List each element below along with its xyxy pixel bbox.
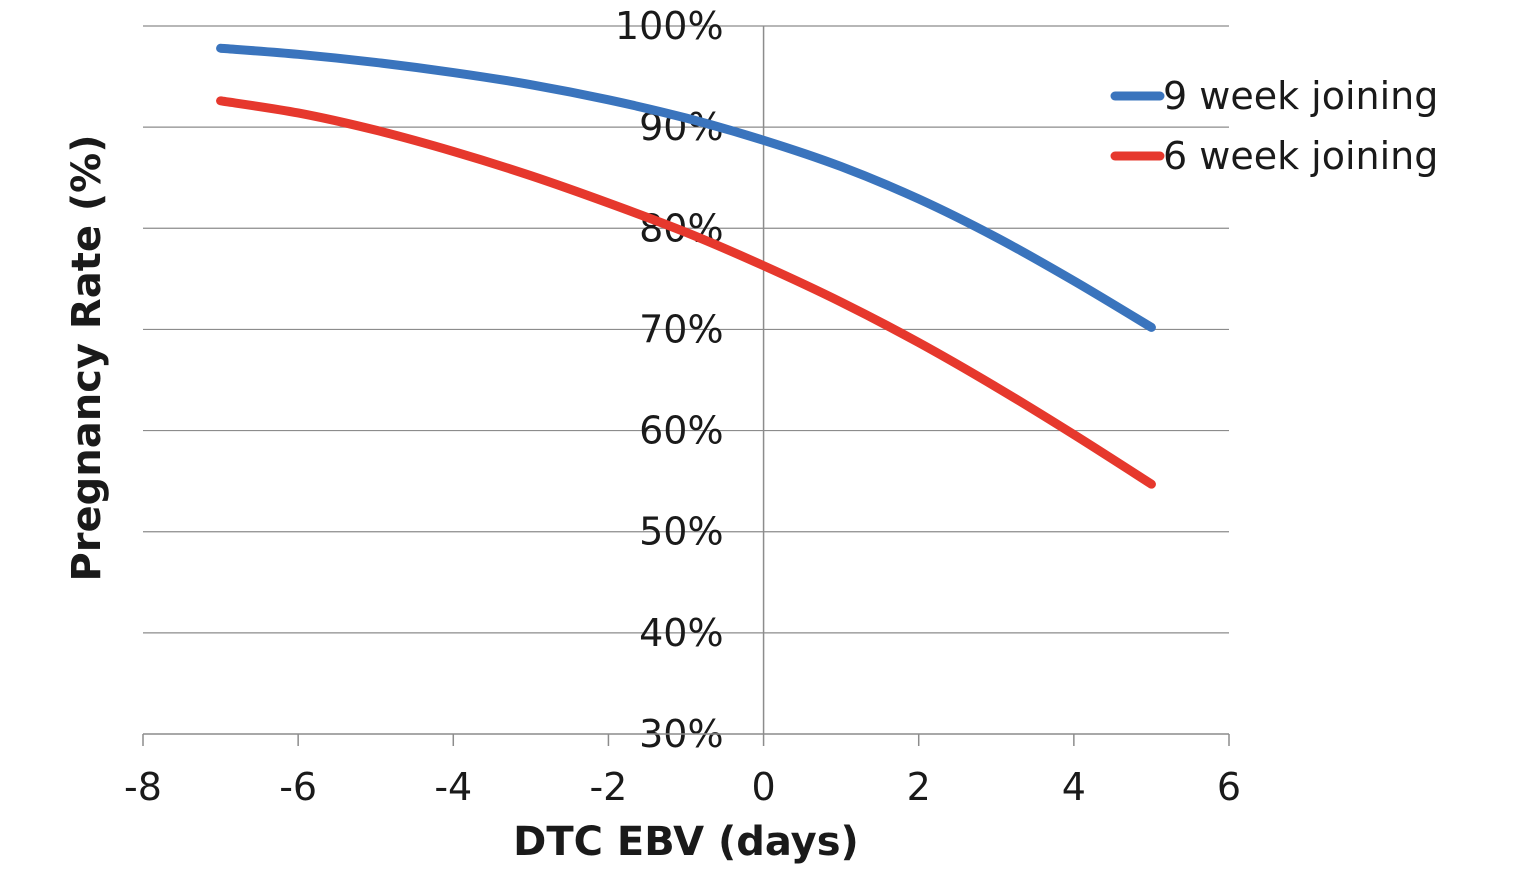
x-tick-label: -6: [279, 765, 317, 809]
x-tick-label: 6: [1217, 765, 1241, 809]
y-axis-title: Pregnancy Rate (%): [64, 134, 110, 581]
legend-label: 9 week joining: [1163, 74, 1438, 118]
legend: 9 week joining 6 week joining: [1110, 74, 1438, 178]
x-tick-label: 4: [1062, 765, 1086, 809]
x-tick-label: 2: [907, 765, 931, 809]
series-lines: [216, 43, 1156, 489]
axes: 30%40%50%60%70%80%90%100%-8 -6 -4 -2 0 2 4 6: [124, 4, 1241, 809]
x-tick-label: 0: [751, 765, 775, 809]
y-tick-label: 100%: [615, 4, 724, 48]
y-tick-label: 60%: [639, 409, 723, 453]
x-axis-title: DTC EBV (days): [513, 819, 859, 865]
series-line-2: [216, 96, 1156, 489]
x-tick-label: -4: [434, 765, 472, 809]
series-line-1: [216, 43, 1156, 332]
y-tick-label: 40%: [639, 611, 723, 655]
x-tick-label: -8: [124, 765, 162, 809]
x-tick-label: -2: [589, 765, 627, 809]
y-tick-label: 50%: [639, 510, 723, 554]
legend-label: 6 week joining: [1163, 134, 1438, 178]
y-tick-label: 70%: [639, 307, 723, 351]
